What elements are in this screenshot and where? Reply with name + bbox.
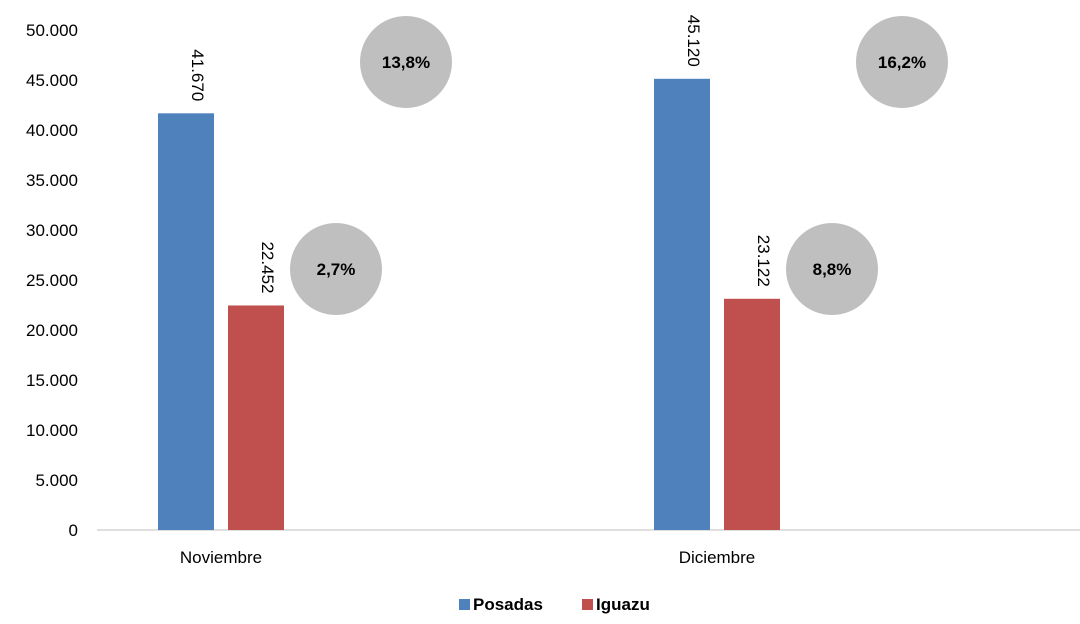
annotation-label: 13,8% (382, 53, 430, 72)
y-tick-label: 5.000 (35, 471, 78, 490)
category-labels: Noviembre Diciembre (180, 548, 755, 567)
x-category-label: Diciembre (679, 548, 756, 567)
data-label: 41.670 (188, 49, 207, 101)
bar-iguazu-diciembre (724, 298, 780, 530)
legend-label: Posadas (473, 595, 543, 614)
legend: Posadas Iguazu (459, 595, 650, 614)
y-tick-label: 20.000 (26, 321, 78, 340)
data-label: 22.452 (258, 241, 277, 293)
y-tick-label: 0 (69, 521, 78, 540)
annotation-bubble (856, 16, 948, 108)
annotation-bubble (360, 16, 452, 108)
y-tick-label: 35.000 (26, 171, 78, 190)
bar-posadas-diciembre (654, 78, 710, 531)
data-label: 45.120 (684, 15, 703, 67)
legend-label: Iguazu (596, 595, 650, 614)
annotation-bubbles: 13,8% 2,7% 16,2% 8,8% (290, 16, 948, 315)
y-tick-label: 25.000 (26, 271, 78, 290)
data-label: 23.122 (754, 235, 773, 287)
legend-swatch (459, 599, 470, 610)
annotation-label: 8,8% (813, 260, 852, 279)
annotation-label: 16,2% (878, 53, 926, 72)
y-tick-label: 40.000 (26, 121, 78, 140)
y-tick-label: 15.000 (26, 371, 78, 390)
y-tick-label: 45.000 (26, 71, 78, 90)
annotation-bubble (786, 223, 878, 315)
bars: 41.670 22.452 45.120 23.122 (158, 15, 780, 531)
bar-iguazu-noviembre (228, 305, 284, 530)
y-tick-label: 30.000 (26, 221, 78, 240)
x-category-label: Noviembre (180, 548, 262, 567)
y-axis-ticks: 0 5.000 10.000 15.000 20.000 25.000 30.000 35.0… (26, 21, 78, 540)
bar-posadas-noviembre (158, 113, 214, 531)
legend-swatch (582, 599, 593, 610)
y-tick-label: 50.000 (26, 21, 78, 40)
annotation-label: 2,7% (317, 260, 356, 279)
y-tick-label: 10.000 (26, 421, 78, 440)
annotation-bubble (290, 223, 382, 315)
